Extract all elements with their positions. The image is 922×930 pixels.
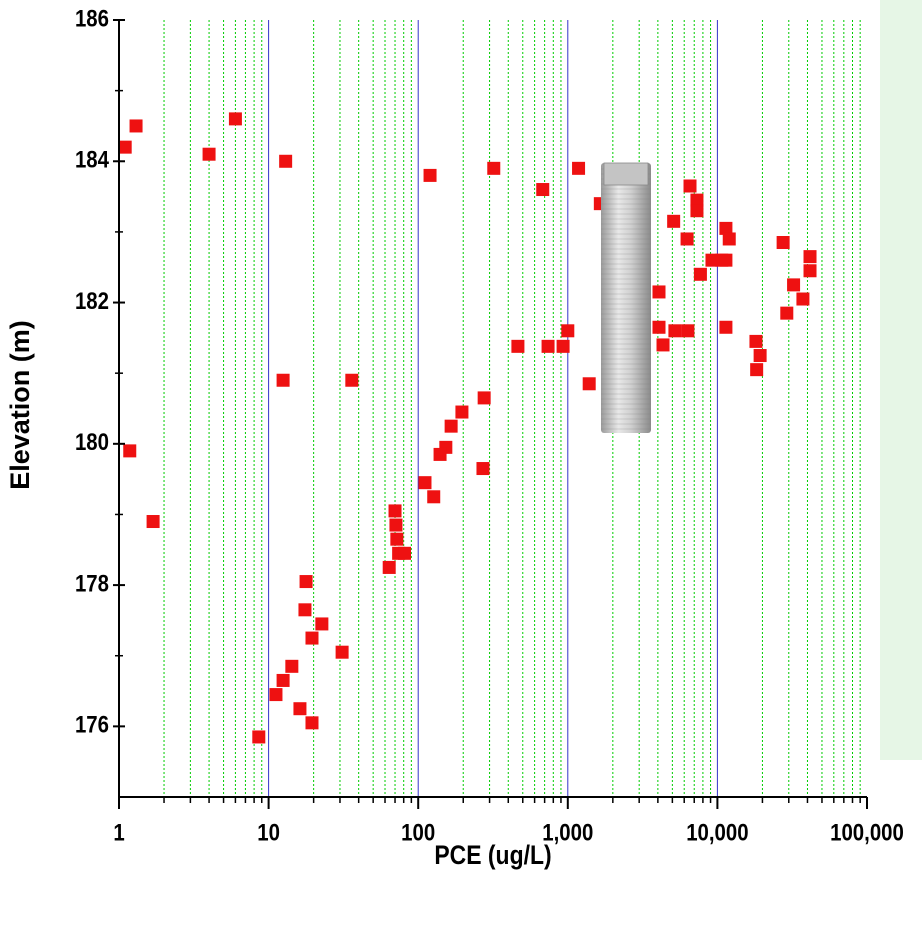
x-tick-label: 1 <box>113 819 124 846</box>
point <box>776 236 790 250</box>
point <box>556 339 570 353</box>
point <box>202 147 216 161</box>
point <box>305 716 319 730</box>
point <box>418 476 432 490</box>
point <box>681 324 695 338</box>
point <box>693 267 707 281</box>
point <box>719 320 733 334</box>
point <box>298 603 312 617</box>
cylinder-image <box>601 162 651 433</box>
point <box>228 112 242 126</box>
point <box>252 730 266 744</box>
point <box>305 631 319 645</box>
point <box>511 339 525 353</box>
grid-layer <box>163 20 861 797</box>
point <box>561 324 575 338</box>
point <box>541 339 555 353</box>
point <box>146 515 160 529</box>
point <box>719 253 733 267</box>
point <box>123 444 137 458</box>
point <box>780 306 794 320</box>
y-tick-label: 182 <box>75 287 109 314</box>
point <box>423 168 437 182</box>
point <box>476 462 490 476</box>
point <box>455 405 469 419</box>
y-tick-label: 186 <box>75 5 109 32</box>
point <box>477 391 491 405</box>
point <box>444 419 458 433</box>
x-axis-title: PCE (ug/L) <box>434 840 551 870</box>
point <box>690 193 704 207</box>
point <box>390 532 404 546</box>
point <box>582 377 596 391</box>
axes-layer: 1 10 100 1,000 10,000 100,000 176 178 180 182 184 1… <box>75 5 904 846</box>
point <box>276 373 290 387</box>
marks-layer <box>118 112 817 744</box>
point <box>118 140 132 154</box>
point <box>787 278 801 292</box>
point <box>299 575 313 589</box>
point <box>536 183 550 197</box>
point <box>750 363 764 377</box>
point <box>652 285 666 299</box>
x-tick-label: 10,000 <box>686 819 748 846</box>
point <box>279 154 293 168</box>
point <box>690 204 704 218</box>
point <box>803 250 817 264</box>
y-tick-label: 180 <box>75 429 109 456</box>
point <box>487 161 501 175</box>
point <box>683 179 697 193</box>
y-axis-title: Elevation (m) <box>5 320 35 490</box>
point <box>269 688 283 702</box>
point <box>315 617 329 631</box>
point <box>293 702 307 716</box>
point <box>652 320 666 334</box>
point <box>680 232 694 246</box>
point <box>656 338 670 352</box>
point <box>276 673 290 687</box>
point <box>572 161 586 175</box>
point <box>668 324 682 338</box>
point <box>382 560 396 574</box>
point <box>285 659 299 673</box>
point <box>803 264 817 278</box>
point <box>427 490 441 504</box>
point <box>722 232 736 246</box>
y-tick-label: 178 <box>75 570 109 597</box>
point <box>345 373 359 387</box>
y-tick-label: 184 <box>75 146 110 173</box>
point <box>388 504 402 518</box>
point <box>753 349 767 363</box>
x-tick-label: 10 <box>257 819 280 846</box>
x-tick-label: 1,000 <box>542 819 593 846</box>
point <box>796 292 810 306</box>
background-tint <box>880 0 922 760</box>
point <box>398 546 412 560</box>
point <box>667 214 681 228</box>
point <box>719 221 733 235</box>
point <box>433 447 447 461</box>
x-tick-label: 100,000 <box>830 819 904 846</box>
point <box>129 119 143 133</box>
point <box>389 518 403 532</box>
point <box>705 253 719 267</box>
point <box>749 334 763 348</box>
x-tick-label: 100 <box>401 819 435 846</box>
y-tick-label: 176 <box>75 711 109 738</box>
point <box>335 645 349 659</box>
